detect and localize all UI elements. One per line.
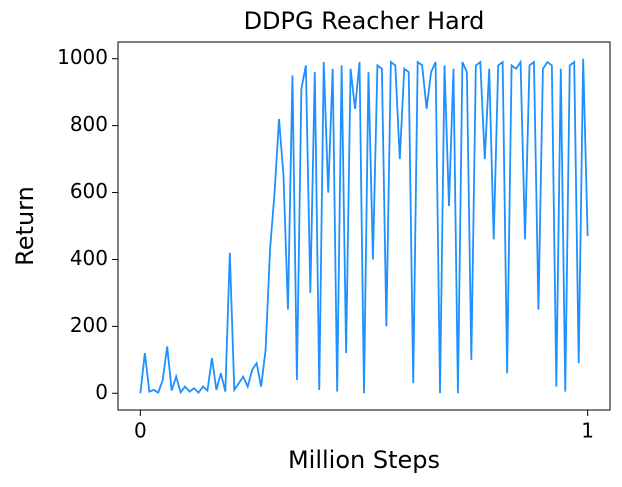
x-axis-label: Million Steps — [288, 446, 440, 474]
y-tick-label: 0 — [95, 380, 108, 404]
x-tick-label: 1 — [581, 419, 594, 443]
y-tick-label: 800 — [70, 112, 108, 136]
y-tick-label: 600 — [70, 179, 108, 203]
x-tick-label: 0 — [134, 419, 147, 443]
chart-title: DDPG Reacher Hard — [244, 7, 485, 35]
plot-frame — [117, 41, 611, 411]
y-tick-label: 400 — [70, 246, 108, 270]
y-tick-label: 200 — [70, 313, 108, 337]
line — [139, 58, 589, 395]
y-tick-label: 1000 — [57, 45, 108, 69]
y-axis-label: Return — [11, 186, 39, 266]
